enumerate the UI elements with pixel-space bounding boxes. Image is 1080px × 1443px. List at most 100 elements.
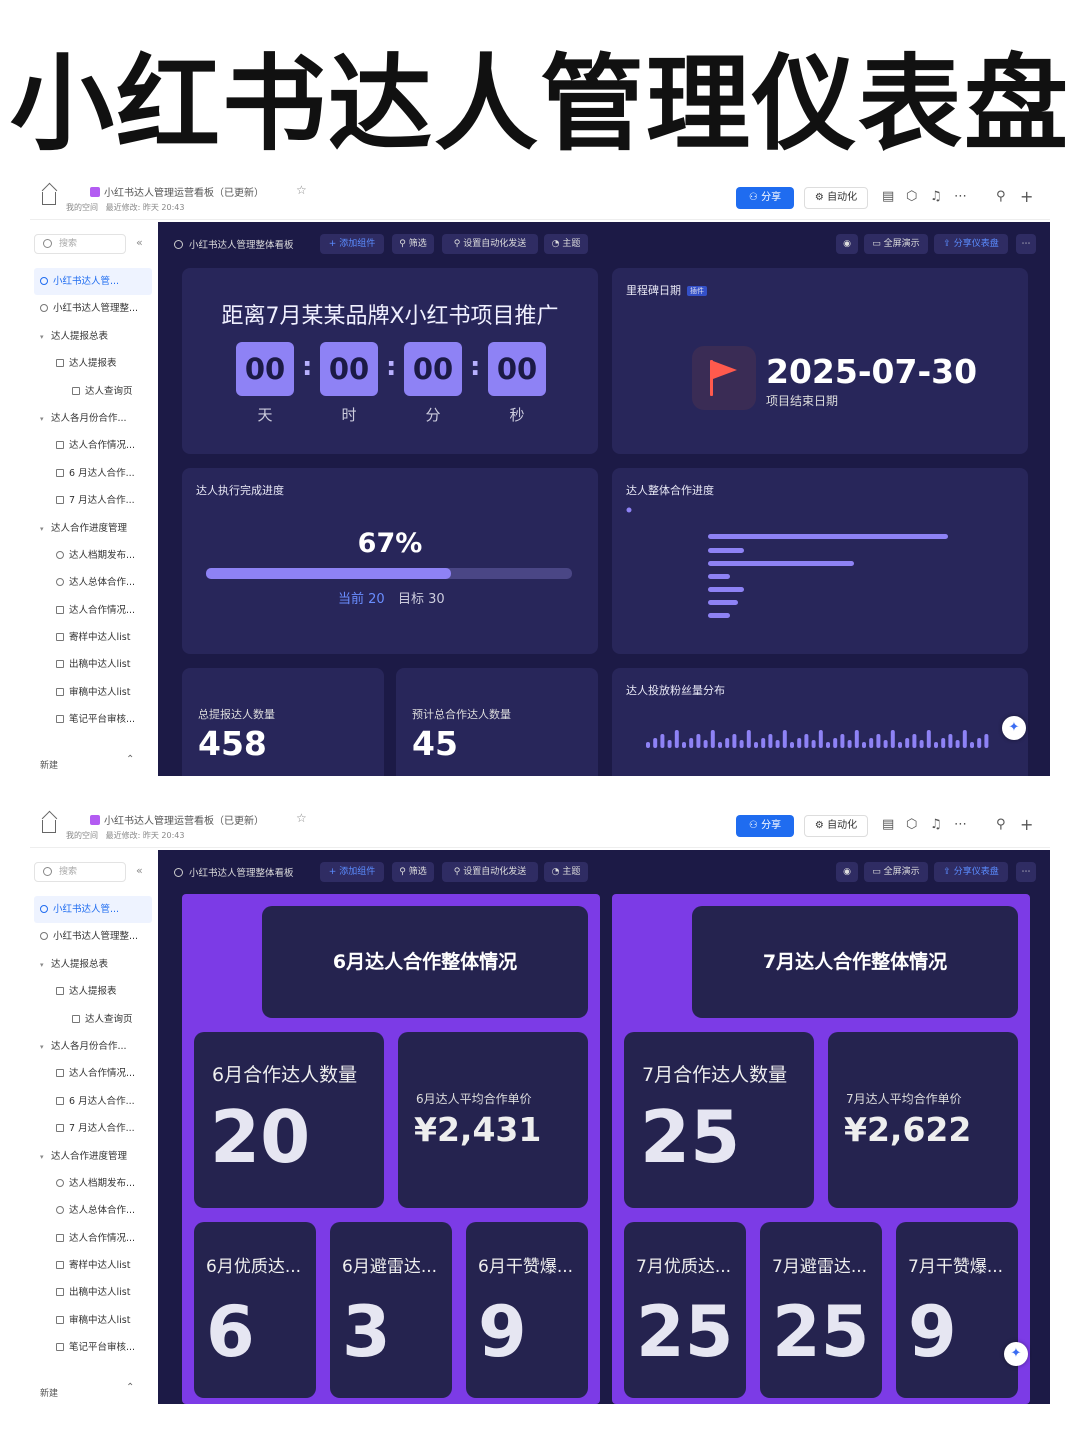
sidebar-item[interactable]: 出稿中达人list [34, 1279, 152, 1306]
sidebar-item[interactable]: 小红书达人管理整... [34, 295, 152, 322]
more-icon[interactable]: ⋯ [954, 189, 967, 204]
june-price-card[interactable]: 6月达人平均合作单价 ¥2,431 [398, 1032, 588, 1208]
chevron-down-icon[interactable]: ▾ [40, 414, 44, 423]
sidebar-item[interactable]: 寄样中达人list [34, 624, 152, 651]
bell-icon[interactable]: ♫ [930, 189, 942, 204]
stat-card-total[interactable]: 总提报达人数量 458 [182, 668, 384, 776]
filter-button[interactable]: ⚲ 筛选 [392, 862, 434, 882]
add-widget-button[interactable]: + 添加组件 [320, 234, 384, 254]
plugin-icon[interactable]: ⬡ [906, 817, 918, 832]
july-metric-card[interactable]: 7月干赞爆... 9 [896, 1222, 1018, 1398]
color-icon[interactable]: ◉ [836, 862, 858, 882]
sidebar-item[interactable]: ▾ 达人合作进度管理 [34, 515, 152, 542]
space-label[interactable]: 我的空间 [66, 203, 98, 212]
sidebar-item[interactable]: ▾ 达人各月份合作... [34, 405, 152, 432]
milestone-card[interactable]: 里程碑日期 插件 2025-07-30 项目结束日期 [612, 268, 1028, 454]
new-button[interactable]: 新建 [40, 1389, 59, 1399]
share-dashboard-button[interactable]: ⇪ 分享仪表盘 [934, 862, 1008, 882]
june-count-card[interactable]: 6月合作达人数量 20 [194, 1032, 384, 1208]
fullscreen-button[interactable]: ▭ 全屏演示 [864, 862, 928, 882]
july-metric-card[interactable]: 7月优质达... 25 [624, 1222, 746, 1398]
sidebar-item[interactable]: 达人档期发布... [34, 542, 152, 569]
add-widget-button[interactable]: + 添加组件 [320, 862, 384, 882]
sidebar-item[interactable]: 达人提报表 [34, 350, 152, 377]
share-button[interactable]: ⚇ 分享 [736, 815, 794, 837]
sidebar-item[interactable]: 小红书达人管... [34, 268, 152, 296]
july-count-card[interactable]: 7月合作达人数量 25 [624, 1032, 814, 1208]
sidebar-item[interactable]: 达人查询页 [34, 378, 152, 405]
chevron-down-icon[interactable]: ▾ [40, 1152, 44, 1161]
auto-send-button[interactable]: ⚲ 设置自动化发送 [442, 234, 538, 254]
progress-card[interactable]: 达人执行完成进度 67% 当前 20 目标 30 [182, 468, 598, 654]
filter-button[interactable]: ⚲ 筛选 [392, 234, 434, 254]
automation-button[interactable]: ⚙ 自动化 [804, 815, 868, 837]
star-icon[interactable]: ☆ [296, 811, 307, 825]
chevron-down-icon[interactable]: ▾ [40, 960, 44, 969]
sidebar-item[interactable]: 笔记平台审核... [34, 1334, 152, 1361]
june-metric-card[interactable]: 6月优质达... 6 [194, 1222, 316, 1398]
chevron-down-icon[interactable]: ▾ [40, 332, 44, 341]
share-button[interactable]: ⚇ 分享 [736, 187, 794, 209]
auto-send-button[interactable]: ⚲ 设置自动化发送 [442, 862, 538, 882]
new-button[interactable]: 新建 [40, 761, 59, 771]
july-price-card[interactable]: 7月达人平均合作单价 ¥2,622 [828, 1032, 1018, 1208]
theme-button[interactable]: ◔ 主题 [544, 862, 588, 882]
sidebar-item[interactable]: ▾ 达人各月份合作... [34, 1033, 152, 1060]
fullscreen-button[interactable]: ▭ 全屏演示 [864, 234, 928, 254]
sidebar-item[interactable]: 笔记平台审核... [34, 706, 152, 733]
sidebar-item[interactable]: 出稿中达人list [34, 651, 152, 678]
breadcrumb[interactable]: 小红书达人管理运营看板（已更新） [90, 184, 264, 199]
sidebar-item[interactable]: 达人合作情况... [34, 597, 152, 624]
home-icon[interactable] [42, 820, 56, 833]
chevron-down-icon[interactable]: ▾ [40, 1042, 44, 1051]
sidebar-item[interactable]: ▾ 达人合作进度管理 [34, 1143, 152, 1170]
july-metric-card[interactable]: 7月避雷达... 25 [760, 1222, 882, 1398]
sidebar-item[interactable]: ▾ 达人提报总表 [34, 323, 152, 350]
more-icon[interactable]: ⋯ [1016, 862, 1036, 882]
breadcrumb[interactable]: 小红书达人管理运营看板（已更新） [90, 812, 264, 827]
ai-assistant-button[interactable]: ✦ [1004, 1342, 1028, 1366]
sidebar-item[interactable]: 7 月达人合作... [34, 487, 152, 514]
sidebar-item[interactable]: 审稿中达人list [34, 679, 152, 706]
sidebar-item[interactable]: 7 月达人合作... [34, 1115, 152, 1142]
doc-icon[interactable]: ▤ [882, 817, 895, 832]
color-icon[interactable]: ◉ [836, 234, 858, 254]
sidebar-item[interactable]: 审稿中达人list [34, 1307, 152, 1334]
bell-icon[interactable]: ♫ [930, 817, 942, 832]
more-icon[interactable]: ⋯ [954, 817, 967, 832]
search-icon[interactable]: ⚲ [996, 189, 1006, 204]
june-metric-card[interactable]: 6月干赞爆... 9 [466, 1222, 588, 1398]
sidebar-item[interactable]: ▾ 达人提报总表 [34, 951, 152, 978]
overall-progress-card[interactable]: 达人整体合作进度 [612, 468, 1028, 654]
chevron-down-icon[interactable]: ▾ [40, 524, 44, 533]
sidebar-item[interactable]: 达人查询页 [34, 1006, 152, 1033]
sidebar-item[interactable]: 达人提报表 [34, 978, 152, 1005]
doc-icon[interactable]: ▤ [882, 189, 895, 204]
sidebar-item[interactable]: 6 月达人合作... [34, 460, 152, 487]
search-input[interactable]: 搜索 [34, 234, 126, 254]
sidebar-item[interactable]: 小红书达人管... [34, 896, 152, 924]
add-icon[interactable]: + [1020, 815, 1034, 834]
search-icon[interactable]: ⚲ [996, 817, 1006, 832]
sidebar-item[interactable]: 达人档期发布... [34, 1170, 152, 1197]
countdown-card[interactable]: 距离7月某某品牌X小红书项目推广 00 : 00 : 00 : 00 天 时 分… [182, 268, 598, 454]
search-input[interactable]: 搜索 [34, 862, 126, 882]
sidebar-item[interactable]: 达人合作情况... [34, 432, 152, 459]
plugin-icon[interactable]: ⬡ [906, 189, 918, 204]
theme-button[interactable]: ◔ 主题 [544, 234, 588, 254]
sidebar-item[interactable]: 达人合作情况... [34, 1060, 152, 1087]
sidebar-item[interactable]: 达人总体合作... [34, 569, 152, 596]
chevron-up-icon[interactable]: ⌃ [126, 754, 135, 765]
sidebar-item[interactable]: 6 月达人合作... [34, 1088, 152, 1115]
sidebar-item[interactable]: 小红书达人管理整... [34, 923, 152, 950]
june-metric-card[interactable]: 6月避雷达... 3 [330, 1222, 452, 1398]
more-icon[interactable]: ⋯ [1016, 234, 1036, 254]
add-icon[interactable]: + [1020, 187, 1034, 206]
home-icon[interactable] [42, 192, 56, 205]
ai-assistant-button[interactable]: ✦ [1002, 716, 1026, 740]
sidebar-item[interactable]: 达人合作情况... [34, 1225, 152, 1252]
sidebar-item[interactable]: 达人总体合作... [34, 1197, 152, 1224]
sidebar-item[interactable]: 寄样中达人list [34, 1252, 152, 1279]
chevron-up-icon[interactable]: ⌃ [126, 1382, 135, 1393]
collapse-icon[interactable]: « [136, 864, 143, 877]
